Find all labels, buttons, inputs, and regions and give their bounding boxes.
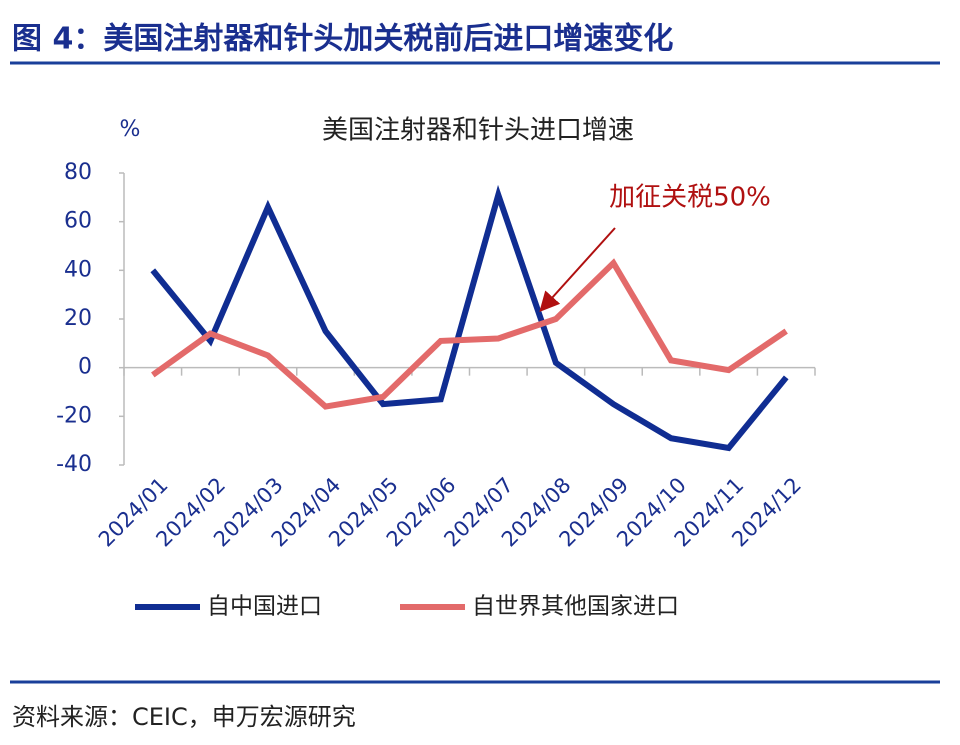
chart-title: 美国注射器和针头进口增速 <box>322 116 634 146</box>
series-line <box>150 184 789 452</box>
y-tick-label: 20 <box>64 306 92 331</box>
y-tick-label: -20 <box>56 403 92 428</box>
legend-label: 自世界其他国家进口 <box>472 594 679 620</box>
y-tick-label: 80 <box>64 160 92 185</box>
y-tick-label: 60 <box>64 209 92 234</box>
y-tick-label: 0 <box>78 355 92 380</box>
y-axis-unit: % <box>120 117 141 142</box>
header-title: 图 4：美国注射器和针头加关税前后进口增速变化 <box>12 22 673 57</box>
annotation-arrow <box>539 227 616 312</box>
annotation: 加征关税50% <box>609 183 771 213</box>
source: 资料来源：CEIC，申万宏源研究 <box>12 703 356 731</box>
legend-label: 自中国进口 <box>207 594 322 620</box>
series-line <box>151 258 788 410</box>
y-tick-label: -40 <box>56 452 92 477</box>
y-tick-label: 40 <box>64 257 92 282</box>
